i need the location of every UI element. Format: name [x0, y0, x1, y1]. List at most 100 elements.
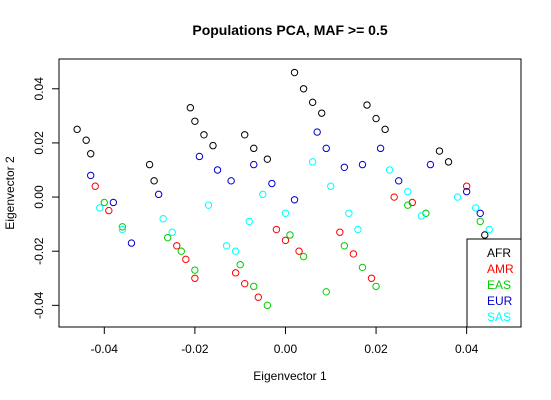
point-afr: [82, 136, 90, 144]
point-sas: [308, 158, 317, 166]
point-eur: [376, 144, 385, 153]
point-afr: [308, 98, 317, 107]
point-sas: [385, 166, 394, 174]
point-eas: [358, 263, 367, 272]
point-sas: [345, 209, 353, 218]
point-afr: [381, 125, 389, 134]
point-amr: [295, 247, 303, 255]
point-eur: [313, 128, 321, 136]
point-afr: [200, 131, 208, 139]
point-sas: [159, 215, 167, 223]
point-sas: [118, 225, 127, 234]
point-amr: [241, 279, 249, 288]
point-sas: [231, 247, 240, 255]
point-sas: [485, 225, 493, 234]
point-amr: [231, 269, 240, 277]
point-eur: [195, 152, 204, 161]
x-axis-label: Eigenvector 1: [253, 369, 327, 383]
point-sas: [327, 182, 335, 190]
point-eur: [462, 187, 471, 196]
point-eas: [164, 233, 172, 242]
y-tick-label: -0.04: [32, 291, 46, 319]
point-eas: [236, 261, 244, 269]
point-afr: [87, 150, 95, 158]
point-sas: [204, 201, 213, 209]
point-amr: [105, 206, 113, 215]
point-eur: [227, 177, 235, 185]
legend-label-amr: AMR: [487, 262, 514, 276]
legend-label-eur: EUR: [487, 294, 513, 308]
point-amr: [462, 182, 471, 190]
point-amr: [336, 228, 344, 236]
point-eas: [286, 231, 294, 239]
x-tick-label: 0.02: [364, 342, 388, 356]
point-amr: [281, 236, 290, 245]
point-amr: [272, 225, 281, 234]
y-tick-label: 0.02: [32, 131, 46, 155]
point-eur: [290, 196, 299, 204]
x-tick-label: 0.00: [274, 342, 298, 356]
point-sas: [245, 217, 253, 226]
y-axis: -0.04 -0.02 0.00 0.02 0.04: [32, 77, 60, 319]
point-afr: [318, 109, 326, 117]
chart-title: Populations PCA, MAF >= 0.5: [192, 22, 387, 38]
point-eas: [100, 198, 108, 207]
point-eas: [372, 282, 380, 291]
point-afr: [299, 85, 308, 93]
point-amr: [182, 255, 190, 264]
point-afr: [372, 114, 380, 123]
point-sas: [453, 193, 462, 201]
legend-label-afr: AFR: [487, 246, 511, 260]
point-eur: [322, 144, 330, 153]
legend-label-sas: SAS: [487, 310, 511, 324]
point-afr: [209, 141, 217, 150]
point-eur: [109, 198, 118, 207]
point-eur: [395, 177, 403, 185]
legend-box: [466, 238, 522, 328]
point-eur: [268, 179, 276, 188]
point-afr: [73, 125, 81, 134]
point-afr: [263, 155, 272, 163]
point-afr: [435, 147, 444, 155]
point-eur: [358, 160, 367, 169]
point-eur: [87, 171, 95, 180]
y-tick-label: 0.00: [32, 185, 46, 209]
legend-label-eas: EAS: [487, 278, 511, 292]
point-sas: [96, 204, 104, 212]
point-amr: [91, 182, 99, 190]
point-afr: [186, 104, 195, 112]
y-tick-label: 0.04: [32, 77, 46, 101]
point-amr: [191, 274, 199, 282]
legend: AFR AMR EAS EUR SAS: [466, 238, 522, 328]
point-eur: [250, 160, 258, 169]
point-eur: [476, 209, 484, 218]
point-sas: [168, 228, 176, 236]
point-amr: [367, 274, 376, 282]
point-sas: [472, 204, 480, 212]
point-sas: [417, 212, 426, 220]
point-afr: [444, 158, 453, 166]
point-eas: [250, 282, 258, 291]
point-afr: [481, 231, 489, 239]
scatter-points: [73, 68, 493, 310]
point-eas: [404, 201, 412, 209]
point-eur: [426, 160, 435, 169]
point-sas: [259, 190, 267, 199]
point-eas: [177, 247, 185, 255]
point-eas: [263, 301, 272, 310]
x-tick-label: -0.02: [181, 342, 209, 356]
point-amr: [349, 250, 358, 258]
point-eur: [154, 190, 163, 199]
point-sas: [404, 187, 412, 196]
point-afr: [290, 68, 299, 77]
point-eur: [213, 166, 222, 174]
plot-frame: [58, 58, 522, 328]
x-tick-label: -0.04: [91, 342, 119, 356]
point-afr: [191, 117, 199, 125]
point-afr: [145, 160, 154, 169]
y-axis-label: Eigenvector 2: [3, 156, 17, 230]
x-tick-label: 0.04: [455, 342, 479, 356]
point-amr: [173, 242, 181, 250]
x-axis: -0.04 -0.02 0.00 0.02 0.04: [91, 326, 479, 356]
